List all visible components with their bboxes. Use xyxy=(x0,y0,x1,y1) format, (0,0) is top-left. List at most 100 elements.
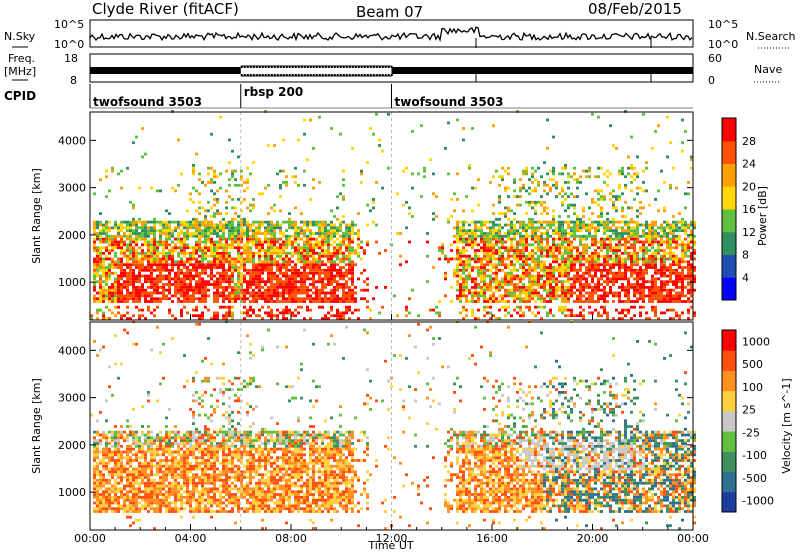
range-cell xyxy=(639,266,642,269)
range-cell xyxy=(306,274,309,278)
range-cell xyxy=(288,260,291,264)
range-cell xyxy=(249,305,252,309)
range-cell xyxy=(477,283,480,286)
range-cell xyxy=(126,291,129,295)
range-cell xyxy=(525,172,528,176)
range-cell xyxy=(222,223,225,227)
range-cell xyxy=(330,127,333,130)
range-cell xyxy=(645,223,648,227)
range-cell xyxy=(114,291,117,295)
range-cell xyxy=(312,286,315,289)
range-cell xyxy=(558,286,561,289)
range-cell xyxy=(489,297,492,301)
range-cell xyxy=(342,277,345,281)
range-cell xyxy=(657,234,660,238)
range-cell xyxy=(201,206,204,210)
range-cell xyxy=(567,246,570,250)
range-cell xyxy=(102,297,105,301)
range-cell xyxy=(636,297,639,301)
range-cell xyxy=(594,266,597,269)
range-cell xyxy=(654,305,657,309)
range-cell xyxy=(153,283,156,286)
range-cell xyxy=(546,183,549,187)
range-cell xyxy=(486,274,489,278)
range-cell xyxy=(102,286,105,289)
range-cell xyxy=(252,203,255,207)
range-cell xyxy=(618,257,621,261)
range-cell xyxy=(222,232,225,235)
range-cell xyxy=(294,229,297,232)
range-cell xyxy=(567,274,570,278)
range-cell xyxy=(108,297,111,301)
range-cell xyxy=(408,206,411,210)
range-cell xyxy=(153,308,156,312)
range-cell xyxy=(339,240,342,244)
range-cell xyxy=(567,215,570,218)
range-cell xyxy=(528,274,531,278)
range-cell xyxy=(567,181,570,184)
range-cell xyxy=(669,243,672,247)
range-cell xyxy=(147,249,150,252)
range-cell xyxy=(237,271,240,275)
range-cell xyxy=(267,280,270,284)
range-cell xyxy=(447,172,450,176)
range-cell xyxy=(108,189,111,193)
range-cell xyxy=(639,305,642,309)
range-cell xyxy=(603,246,606,250)
range-cell xyxy=(96,487,99,491)
velocity-heatmap xyxy=(90,320,696,530)
range-cell xyxy=(486,226,489,230)
freq-trace xyxy=(90,65,693,82)
range-cell xyxy=(285,291,288,295)
range-cell xyxy=(549,266,552,269)
range-cell xyxy=(327,311,330,315)
range-cell xyxy=(678,234,681,238)
range-cell xyxy=(177,226,180,230)
range-cell xyxy=(459,277,462,281)
range-cell xyxy=(327,291,330,295)
range-cell xyxy=(504,206,507,210)
range-cell xyxy=(600,294,603,298)
range-cell xyxy=(261,240,264,244)
range-cell xyxy=(198,271,201,275)
range-cell xyxy=(681,246,684,250)
range-cell xyxy=(648,249,651,252)
range-cell xyxy=(153,237,156,241)
range-cell xyxy=(585,175,588,179)
range-cell xyxy=(507,246,510,250)
range-cell xyxy=(294,300,297,303)
range-cell xyxy=(486,232,489,235)
range-cell xyxy=(213,181,216,184)
range-cell xyxy=(195,209,198,213)
range-cell xyxy=(189,260,192,264)
range-cell xyxy=(537,291,540,295)
range-cell xyxy=(492,243,495,247)
range-cell xyxy=(561,251,564,255)
range-cell xyxy=(348,229,351,232)
range-cell xyxy=(228,266,231,269)
range-cell xyxy=(150,249,153,252)
freq-dot xyxy=(327,66,330,68)
range-cell xyxy=(168,249,171,252)
range-cell xyxy=(672,229,675,232)
range-cell xyxy=(675,268,678,272)
range-cell xyxy=(258,294,261,298)
range-cell xyxy=(543,260,546,264)
nsky-line xyxy=(89,26,693,43)
range-cell xyxy=(369,308,372,312)
range-cell xyxy=(483,280,486,284)
range-cell xyxy=(138,297,141,301)
range-cell xyxy=(621,288,624,292)
range-cell xyxy=(462,249,465,252)
range-cell xyxy=(189,257,192,261)
range-cell xyxy=(231,260,234,264)
range-cell xyxy=(528,178,531,181)
range-cell xyxy=(186,266,189,269)
range-cell xyxy=(252,161,255,164)
range-cell xyxy=(624,308,627,312)
range-cell xyxy=(501,226,504,230)
range-cell xyxy=(606,277,609,281)
range-cell xyxy=(519,243,522,247)
range-cell xyxy=(516,305,519,309)
range-cell xyxy=(159,266,162,269)
